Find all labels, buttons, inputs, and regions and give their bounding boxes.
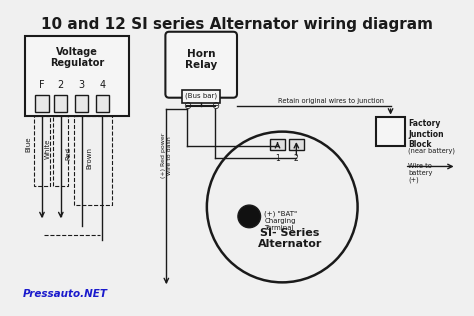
Text: 2: 2 [58,80,64,89]
Text: Pressauto.NET: Pressauto.NET [23,289,108,299]
Text: (+) Red power
wire to dash: (+) Red power wire to dash [161,132,172,178]
FancyBboxPatch shape [25,35,128,116]
Text: Retain original wires to junction: Retain original wires to junction [277,98,383,104]
Bar [75,95,88,112]
Text: White: White [45,138,51,159]
Text: Voltage
Regulator: Voltage Regulator [50,47,104,69]
Bar [36,95,48,112]
Text: (Bus bar): (Bus bar) [185,92,217,99]
Text: ⊖: ⊖ [211,101,219,112]
Text: 10 and 12 SI series Alternator wiring diagram: 10 and 12 SI series Alternator wiring di… [41,17,433,32]
Bar [270,139,285,150]
Text: 3: 3 [79,80,85,89]
Text: Red: Red [65,147,72,160]
Text: 2: 2 [294,154,299,163]
Text: Wire to
battery
(+): Wire to battery (+) [409,163,433,183]
FancyBboxPatch shape [165,32,237,98]
Text: (+) "BAT"
Charging
Terminal: (+) "BAT" Charging Terminal [264,211,298,231]
Bar [35,116,49,186]
Text: Horn
Relay: Horn Relay [185,49,217,70]
Bar [74,116,112,205]
Text: Blue: Blue [26,136,32,152]
Text: (near battery): (near battery) [409,148,456,154]
Bar [53,116,68,186]
Bar [182,90,220,103]
Text: SI- Series
Alternator: SI- Series Alternator [257,228,322,249]
Text: Factory
Junction
Block: Factory Junction Block [409,119,444,149]
Text: ⊖: ⊖ [183,101,191,112]
Text: F: F [39,80,45,89]
Text: Brown: Brown [86,147,92,169]
Text: 1: 1 [275,154,280,163]
Bar [289,139,304,150]
Bar [54,95,67,112]
Circle shape [238,205,261,228]
Text: 4: 4 [99,80,105,89]
Bar [376,118,405,146]
Bar [96,95,109,112]
